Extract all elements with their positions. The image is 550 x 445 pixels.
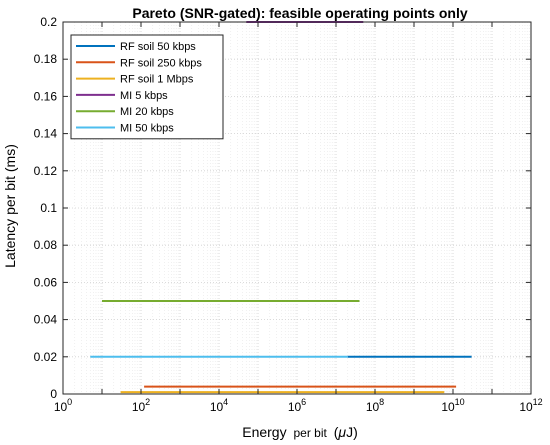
legend-label-3: MI 5 kbps [120, 90, 168, 102]
x-tick-label-exp: 4 [223, 397, 228, 407]
legend-label-0: RF soil 50 kbps [120, 41, 196, 53]
y-tick-label: 0.12 [34, 164, 58, 178]
x-axis-label-main: Energy [242, 424, 286, 440]
x-axis-label-unit-open: ( [334, 424, 339, 440]
y-tick-label: 0.02 [34, 350, 58, 364]
legend-box [70, 34, 224, 140]
legend-label-1: RF soil 250 kbps [120, 57, 202, 69]
legend-label-2: RF soil 1 Mbps [120, 74, 194, 86]
x-tick-label-exp: 12 [533, 397, 543, 407]
x-axis-label-unit-mu: μ [337, 424, 346, 440]
y-axis-label: Latency per bit (ms) [2, 144, 18, 268]
x-tick-label-exp: 2 [145, 397, 150, 407]
y-tick-label: 0.2 [40, 15, 57, 29]
y-tick-label: 0.04 [34, 313, 58, 327]
y-tick-label: 0.06 [34, 275, 58, 289]
x-tick-label: 106 [288, 397, 306, 414]
x-tick-label: 102 [132, 397, 150, 414]
legend-label-5: MI 50 kbps [120, 123, 174, 135]
x-axis-label-unit-rest: J) [346, 424, 358, 440]
x-tick-label: 1012 [519, 397, 542, 414]
y-tick-label: 0.14 [34, 127, 58, 141]
x-tick-label: 108 [366, 397, 384, 414]
legend-label-4: MI 20 kbps [120, 106, 174, 118]
y-tick-label: 0.08 [34, 238, 58, 252]
x-tick-label-exp: 10 [455, 397, 465, 407]
x-tick-label-base: 10 [288, 400, 302, 414]
x-axis-label: Energy per bit (μJ) [242, 424, 358, 440]
ticks [62, 21, 532, 395]
chart-title: Pareto (SNR-gated): feasible operating p… [132, 5, 467, 21]
x-tick-label-exp: 6 [301, 397, 306, 407]
y-tick-label: 0.16 [34, 89, 58, 103]
x-tick-label-exp: 8 [379, 397, 384, 407]
x-tick-label: 1010 [441, 397, 464, 414]
x-tick-label-base: 10 [210, 400, 224, 414]
x-tick-label-base: 10 [519, 400, 533, 414]
tick-labels: 0 0.02 0.04 0.06 0.08 0.1 0.12 0.14 0.16 0.18 0.2 1… [34, 15, 543, 414]
x-tick-label: 100 [54, 397, 72, 414]
y-tick-label: 0 [50, 387, 57, 401]
x-tick-label: 104 [210, 397, 228, 414]
x-tick-label-base: 10 [132, 400, 146, 414]
y-tick-label: 0.18 [34, 52, 58, 66]
x-tick-label-exp: 0 [67, 397, 72, 407]
x-tick-label-base: 10 [366, 400, 380, 414]
x-tick-label-base: 10 [441, 400, 455, 414]
legend: RF soil 50 kbps RF soil 250 kbps RF soil 1… [70, 34, 224, 140]
x-tick-label-base: 10 [54, 400, 68, 414]
x-axis-label-sub: per bit [293, 426, 327, 440]
grid [62, 21, 532, 395]
y-tick-label: 0.1 [40, 201, 57, 215]
